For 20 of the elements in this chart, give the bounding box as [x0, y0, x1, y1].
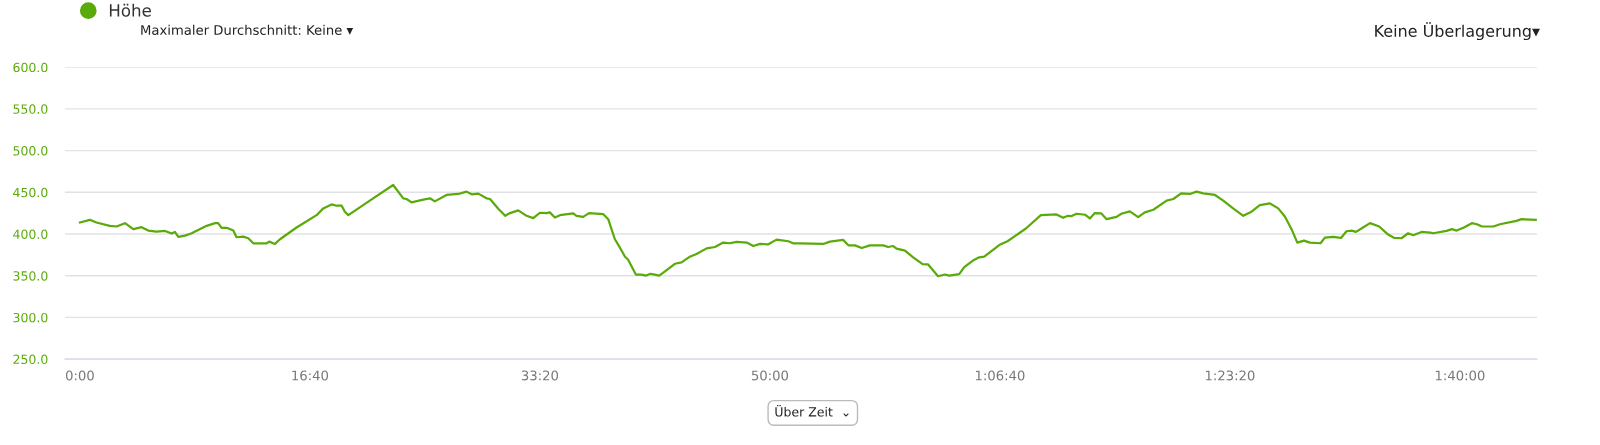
y-tick-label: 400.0 — [13, 229, 48, 239]
text: Keine Überlagerung▾ — [1375, 22, 1540, 41]
text: Maximaler Durchschnitt: Keine ▾ — [141, 24, 354, 35]
y-tick-label: 600.0 — [13, 62, 48, 73]
x-tick-label: 16:40 — [292, 370, 329, 381]
y-tick-label: 550.0 — [13, 104, 48, 114]
line-series — [78, 183, 1537, 278]
x-tick-label: 1:06:40 — [975, 370, 1025, 381]
y-tick-label: 350.0 — [13, 271, 48, 281]
x-tick-label: 1:40:00 — [1435, 370, 1485, 381]
x-tick-label: 0:00 — [65, 370, 94, 381]
x-tick-label: 1:23:20 — [1205, 370, 1255, 381]
text: Über Zeit ⌄ — [775, 405, 849, 417]
x-tick-label: 33:20 — [521, 370, 559, 381]
y-tick-label: 250.0 — [13, 354, 48, 365]
y-tick-label: 500.0 — [13, 146, 48, 156]
x-tick-label: 50:00 — [751, 370, 789, 381]
y-tick-label: 300.0 — [13, 312, 48, 323]
y-tick-label: 450.0 — [13, 187, 48, 198]
legend-label: Höhe — [109, 3, 151, 17]
